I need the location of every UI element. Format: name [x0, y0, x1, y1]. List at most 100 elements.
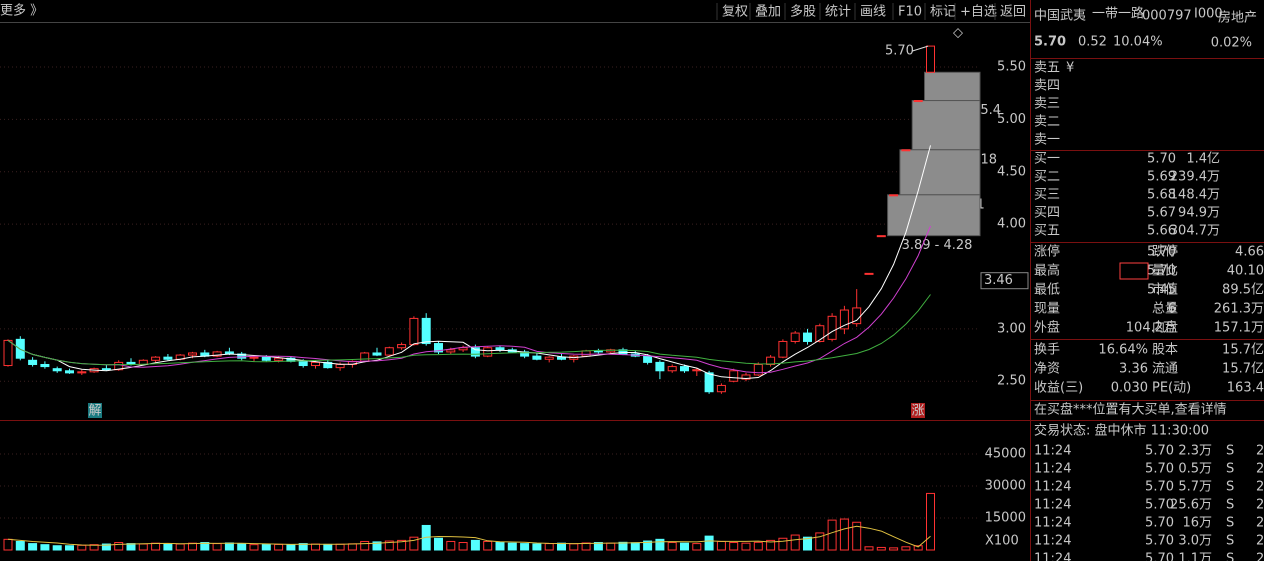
change: 0.52 — [1078, 35, 1107, 50]
stat-value: 104.2万 — [1126, 321, 1176, 336]
candle-body — [101, 368, 111, 371]
volume-bar — [778, 537, 788, 551]
more-button: 更多 》 — [0, 3, 43, 19]
candle-body — [114, 361, 124, 371]
stat-label: 外盘 — [1034, 320, 1060, 336]
candle-body — [434, 343, 443, 353]
trade-status: 交易状态: 盘中休市 11:30:00 — [1034, 423, 1209, 439]
volume-bar — [569, 543, 579, 551]
finance-label: 股本 — [1152, 343, 1178, 358]
volume-bar — [692, 543, 702, 551]
gap-box — [899, 149, 981, 196]
toolbar-button[interactable]: 叠加 — [755, 5, 781, 20]
volume-bar — [335, 543, 345, 551]
tick-side: S — [1226, 498, 1234, 513]
sector-pct: 0.02% — [1211, 36, 1252, 51]
buy-label: 买四 — [1034, 206, 1060, 221]
tick-volume: 0.5万 — [1178, 462, 1212, 477]
tick-side: S — [1226, 516, 1234, 531]
candle-body — [163, 356, 173, 360]
stat-value: 157.1万 — [1214, 321, 1264, 336]
volume-bar — [827, 519, 837, 551]
y-tick-label: 3.00 — [997, 321, 1026, 336]
volume-bar — [581, 542, 591, 551]
sector: 房地产 — [1218, 10, 1257, 26]
volume-bar — [89, 544, 99, 551]
candle-body — [360, 352, 370, 362]
toolbar-button[interactable]: +自选 — [960, 5, 997, 20]
ma-line — [7, 225, 931, 374]
volume-tick-label: 45000 — [985, 446, 1026, 461]
volume-bar — [643, 540, 653, 551]
volume-bar — [557, 542, 566, 551]
stat-value: 261.3万 — [1214, 302, 1264, 317]
toolbar-button[interactable]: F10 — [898, 5, 922, 20]
stock-tag: 一带一路 — [1092, 6, 1144, 22]
candle-body — [212, 351, 222, 357]
candle-body — [901, 149, 911, 152]
high-arrow — [911, 45, 929, 52]
ma-line — [7, 145, 931, 380]
marker-box — [88, 403, 102, 418]
tick-price: 5.70 — [1145, 444, 1174, 459]
toolbar-button[interactable]: 复权 — [722, 4, 748, 20]
volume-bar — [544, 543, 554, 551]
sell-label: 卖五 — [1034, 61, 1060, 76]
price: 5.70 — [1034, 35, 1066, 50]
sell-label: 卖四 — [1034, 79, 1060, 94]
diamond-icon[interactable]: ◇ — [953, 26, 963, 41]
volume-bar — [520, 543, 530, 551]
candle-body — [581, 350, 591, 357]
candle-body — [753, 363, 763, 376]
candle-body — [470, 347, 480, 357]
candle-body — [261, 356, 271, 361]
candle-body — [384, 347, 394, 356]
notice[interactable]: 在买盘***位置有大买单,查看详情 — [1034, 402, 1227, 418]
toolbar-button[interactable]: 标记 — [930, 5, 956, 20]
stat-label: 总量 — [1152, 302, 1178, 317]
sell-label: 卖二 — [1034, 115, 1060, 130]
tick-price: 5.70 — [1145, 498, 1174, 513]
volume-bar — [507, 542, 517, 551]
toolbar-button[interactable]: 多股 — [790, 4, 816, 20]
y-tick-label: 2.50 — [997, 374, 1026, 389]
volume-bar — [40, 544, 50, 551]
finance-label: 换手 — [1034, 343, 1060, 358]
toolbar-button[interactable]: 返回 — [1000, 5, 1026, 20]
volume-bar — [606, 542, 616, 551]
pct: 10.04% — [1113, 35, 1163, 50]
stat-value: 5.45 — [1147, 283, 1176, 298]
stat-label: 内盘 — [1152, 320, 1178, 336]
cursor-price: 3.46 — [984, 273, 1013, 288]
stat-label: 涨停 — [1034, 244, 1060, 260]
candle-body — [790, 332, 800, 342]
volume-bar — [224, 542, 234, 551]
candle-body — [913, 100, 923, 103]
stat-value: 40.10 — [1227, 264, 1264, 279]
toolbar-button[interactable]: 统计 — [825, 5, 851, 20]
candle-body — [446, 349, 456, 353]
volume-bar — [77, 544, 87, 551]
volume-bar — [655, 538, 665, 551]
volume-bar — [323, 543, 333, 551]
ma-line — [7, 294, 931, 366]
tick-price: 5.70 — [1145, 552, 1174, 561]
toolbar-button[interactable]: 画线 — [860, 5, 886, 20]
tick-volume: 3.0万 — [1178, 534, 1212, 549]
volume-bar — [397, 539, 407, 551]
candle-body — [495, 347, 505, 351]
tick-time: 11:24 — [1034, 552, 1071, 561]
stat-value: 4.66 — [1235, 245, 1264, 260]
volume-bar — [360, 540, 370, 551]
tick-side: S — [1226, 444, 1234, 459]
volume-bar — [261, 543, 271, 551]
stat-label: 最低 — [1034, 283, 1060, 298]
candle-body — [876, 235, 886, 238]
finance-value: 163.4 — [1227, 381, 1264, 396]
finance-value: 3.36 — [1119, 362, 1148, 377]
tick-volume: 16万 — [1182, 516, 1212, 531]
buy-price: 5.69 — [1147, 170, 1176, 185]
gap-box — [924, 71, 981, 102]
